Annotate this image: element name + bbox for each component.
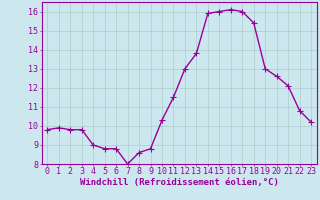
X-axis label: Windchill (Refroidissement éolien,°C): Windchill (Refroidissement éolien,°C) [80, 178, 279, 187]
